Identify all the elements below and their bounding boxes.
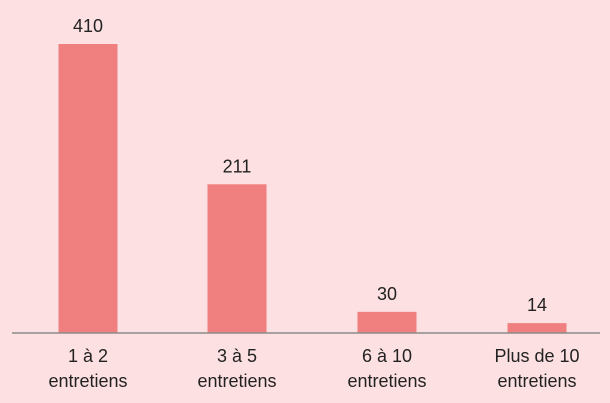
- category-label-3-line-1: 6 à 10: [362, 346, 412, 366]
- value-label-3: 30: [377, 284, 397, 304]
- bars-group: [58, 44, 567, 333]
- category-label-2-line-1: 3 à 5: [217, 346, 257, 366]
- category-label-4-line-1: Plus de 10: [494, 346, 579, 366]
- bar-4: [507, 323, 567, 333]
- value-label-1: 410: [73, 16, 103, 36]
- category-label-1-line-1: 1 à 2: [68, 346, 108, 366]
- category-labels-group: 1 à 2 entretiens 3 à 5 entretiens 6 à 10 entr…: [48, 346, 579, 391]
- bar-2: [207, 184, 267, 333]
- value-label-2: 211: [223, 156, 252, 176]
- bar-1: [58, 44, 118, 333]
- category-label-1-line-2: entretiens: [48, 371, 127, 391]
- category-label-2-line-2: entretiens: [197, 371, 276, 391]
- category-label-3-line-2: entretiens: [347, 371, 426, 391]
- bar-3: [357, 311, 417, 333]
- value-label-4: 14: [527, 295, 547, 315]
- category-label-4-line-2: entretiens: [497, 371, 576, 391]
- value-labels-group: 410 211 30 14: [73, 16, 547, 315]
